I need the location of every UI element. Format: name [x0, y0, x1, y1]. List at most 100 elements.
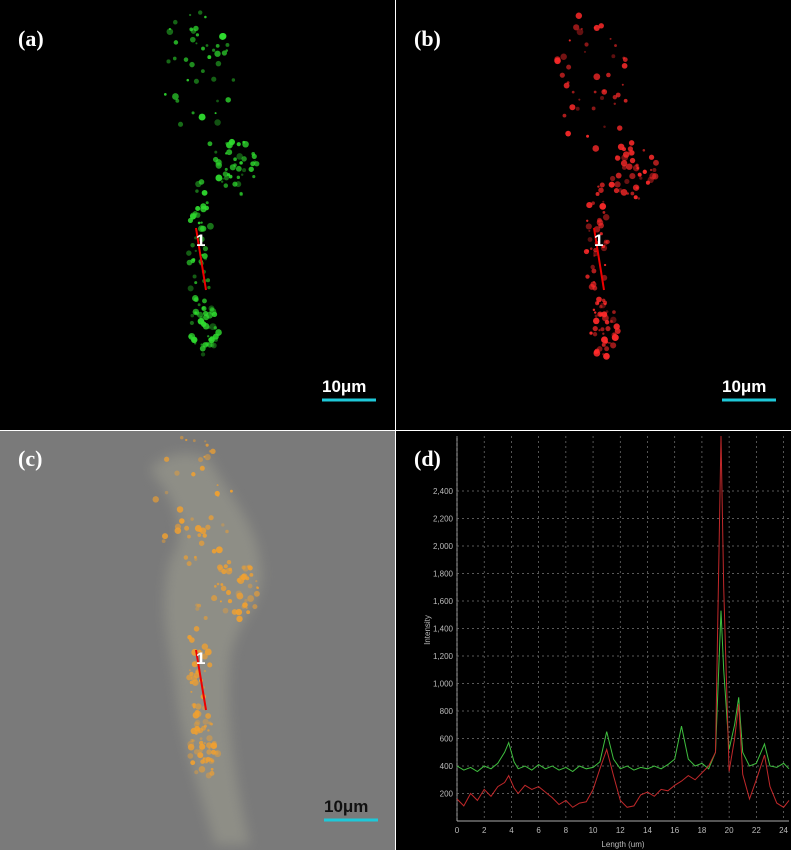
dot — [215, 329, 222, 336]
dot — [186, 250, 192, 256]
dot — [235, 590, 242, 597]
dot — [164, 490, 169, 495]
dot — [186, 561, 192, 567]
dot — [194, 249, 197, 253]
dot — [210, 759, 214, 763]
dot — [633, 195, 638, 200]
dot — [593, 90, 597, 94]
dot — [583, 248, 590, 255]
y-tick-label: 400 — [440, 762, 454, 771]
dot — [189, 213, 196, 220]
dot — [601, 342, 606, 347]
dot — [591, 201, 595, 205]
dot — [212, 156, 219, 163]
dot — [611, 334, 619, 342]
panel-b-image — [396, 0, 791, 430]
line-label: 1 — [594, 231, 603, 250]
dot — [207, 729, 210, 732]
dot — [195, 606, 200, 611]
dot — [210, 742, 218, 749]
y-tick-label: 600 — [440, 735, 454, 744]
dot — [215, 174, 223, 182]
dot — [176, 506, 184, 513]
dot — [209, 770, 215, 776]
dot — [197, 752, 204, 759]
dot — [195, 603, 199, 607]
dot — [637, 172, 642, 177]
dot — [206, 311, 214, 319]
dot — [201, 653, 208, 660]
dot — [195, 703, 202, 710]
scale-bar-label: 10μm — [324, 797, 368, 816]
dot — [626, 163, 633, 170]
dot — [652, 173, 659, 180]
dot — [201, 725, 206, 731]
dot — [206, 278, 211, 283]
dot — [225, 567, 233, 575]
dot — [583, 50, 586, 53]
dot — [191, 661, 198, 668]
x-tick-label: 6 — [536, 826, 541, 835]
dot — [207, 141, 213, 147]
x-tick-label: 2 — [482, 826, 487, 835]
dot — [600, 327, 605, 332]
dot — [198, 236, 205, 243]
dot — [611, 54, 616, 59]
profile-line — [195, 649, 207, 711]
dot — [595, 191, 600, 196]
dot — [613, 188, 620, 194]
dot — [189, 320, 194, 326]
dot — [179, 435, 184, 440]
dot — [603, 352, 610, 359]
dot — [201, 320, 204, 324]
dot — [584, 42, 589, 47]
dot — [225, 529, 229, 534]
dot — [602, 211, 606, 214]
dot — [201, 244, 204, 247]
dot — [202, 246, 209, 252]
dot — [220, 585, 227, 592]
dot — [225, 141, 229, 145]
dot — [200, 69, 205, 74]
dot — [587, 237, 593, 242]
dot — [639, 176, 643, 180]
dot — [235, 165, 242, 172]
panel-label: (d) — [414, 446, 441, 471]
dot — [220, 180, 224, 183]
dot — [204, 440, 207, 443]
dot — [173, 40, 179, 45]
dot — [194, 555, 197, 559]
dot — [602, 89, 606, 92]
dot — [615, 172, 622, 179]
dot — [215, 546, 223, 554]
dot — [189, 27, 194, 32]
dot — [585, 274, 590, 279]
dot — [602, 332, 605, 335]
dot — [200, 343, 203, 346]
dot — [649, 168, 653, 172]
dot — [592, 285, 598, 291]
dot — [575, 12, 583, 19]
dot — [562, 113, 567, 118]
dot — [206, 342, 213, 348]
dot — [573, 24, 580, 31]
dot — [614, 336, 618, 340]
dot — [189, 61, 195, 68]
dot — [614, 155, 621, 161]
dot — [207, 55, 212, 60]
dot — [202, 757, 209, 764]
dot — [221, 568, 227, 575]
dot — [563, 82, 570, 89]
dot — [200, 221, 203, 224]
panel-label: (c) — [18, 446, 42, 471]
dot — [247, 565, 250, 568]
dot — [191, 472, 196, 477]
dot — [214, 150, 218, 154]
dot — [614, 181, 621, 188]
dot — [242, 565, 249, 572]
dot — [195, 710, 202, 718]
dot — [246, 610, 251, 615]
dot — [211, 311, 218, 318]
dot — [205, 44, 209, 47]
dot — [605, 239, 610, 245]
